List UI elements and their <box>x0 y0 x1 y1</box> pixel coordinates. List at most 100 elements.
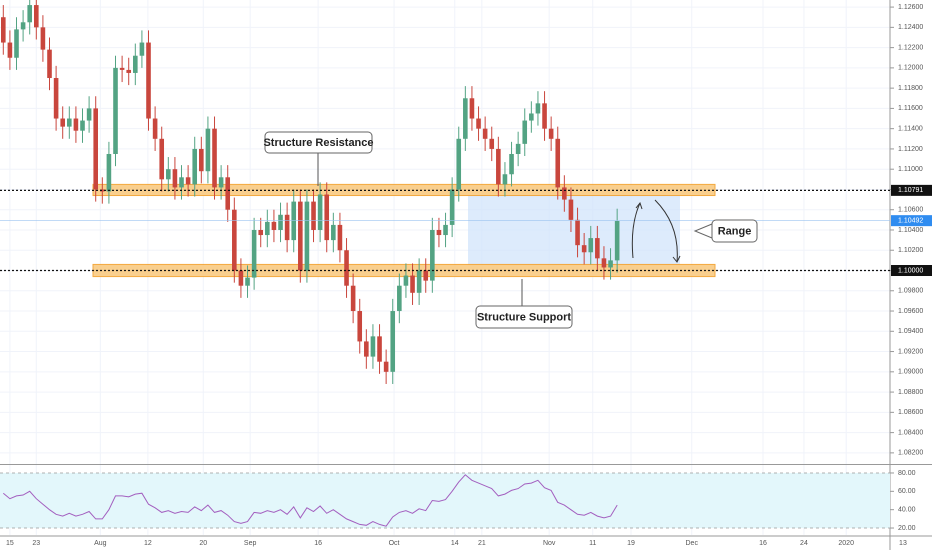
candle-body <box>436 229 442 236</box>
y-tick-label: 1.08600 <box>898 409 923 416</box>
candle-body <box>192 148 198 185</box>
level-tag <box>891 265 932 277</box>
candle-body <box>232 209 237 271</box>
candle-body <box>225 177 231 210</box>
rsi-pane: 20.00 40.00 60.00 80.00 <box>0 470 916 532</box>
candle-body <box>218 177 224 188</box>
candle-body <box>126 69 132 73</box>
candle-body <box>185 177 191 185</box>
callout-box <box>264 131 373 154</box>
candle-body <box>258 229 264 236</box>
candle-body <box>146 42 151 119</box>
level-label: 1.10000 <box>898 267 923 274</box>
candle-body <box>317 194 323 230</box>
last-price-tag <box>891 215 932 227</box>
x-tick-label: 24 <box>800 540 808 547</box>
y-tick-label: 80.00 <box>898 470 916 477</box>
candle-body <box>608 260 613 268</box>
candle-body <box>350 285 356 312</box>
candle-body <box>588 238 594 253</box>
arrow <box>631 202 641 259</box>
candle-body <box>27 5 33 23</box>
y-tick-label: 1.09200 <box>898 348 923 355</box>
y-tick-label: 1.08400 <box>898 429 923 436</box>
y-tick-label: 1.11000 <box>898 166 923 173</box>
candle-body <box>522 120 528 144</box>
candle-body <box>80 120 85 131</box>
candle-body <box>581 245 587 253</box>
candle-body <box>390 311 396 372</box>
x-tick-label: Sep <box>244 540 257 547</box>
candle-body <box>113 67 118 154</box>
rsi-band <box>0 472 890 529</box>
x-tick-label: 12 <box>144 540 152 547</box>
arrow <box>654 199 678 263</box>
candle-body <box>463 98 468 139</box>
candle-body <box>20 22 26 30</box>
y-tick-label: 1.12400 <box>898 24 923 31</box>
y-tick-label: 60.00 <box>898 488 916 495</box>
arrow-head <box>672 255 681 263</box>
candle-body <box>562 187 567 200</box>
candle-body <box>139 42 145 56</box>
y-tick-label: 1.12200 <box>898 44 923 51</box>
x-tick-label: 20 <box>199 540 207 547</box>
annotation: Range <box>718 225 752 237</box>
candle-body <box>284 214 290 241</box>
candle-body <box>172 169 178 188</box>
candle-body <box>430 229 435 281</box>
annotation: Structure Resistance <box>263 137 373 149</box>
y-tick-label: 1.10600 <box>898 207 923 214</box>
candle-body <box>119 67 125 70</box>
x-tick-label: 16 <box>759 540 767 547</box>
candle-body <box>416 270 422 293</box>
candle-body <box>245 277 250 286</box>
y-tick-label: 1.11800 <box>898 85 923 92</box>
candle-body <box>106 153 112 192</box>
y-tick-label: 1.11600 <box>898 105 923 112</box>
candle-body <box>542 103 547 129</box>
candle-body <box>397 285 402 312</box>
y-tick-label: 1.09600 <box>898 308 923 315</box>
candle-body <box>509 153 514 175</box>
candle-body <box>40 27 46 50</box>
candle-body <box>278 214 283 230</box>
candle-body <box>298 201 303 271</box>
candle-body <box>614 220 620 261</box>
candle-body <box>529 113 534 121</box>
candle-body <box>377 336 382 362</box>
candle-body <box>469 98 475 119</box>
y-tick-label: 1.09400 <box>898 328 923 335</box>
candle-body <box>482 128 488 139</box>
candle-body <box>515 143 521 154</box>
x-tick-label: 16 <box>314 540 322 547</box>
callout-pointer <box>693 223 713 239</box>
y-tick-label: 1.09000 <box>898 369 923 376</box>
candle-body <box>311 201 316 230</box>
candle-body <box>179 177 184 188</box>
candle-body <box>370 336 376 357</box>
y-tick-label: 1.09800 <box>898 288 923 295</box>
callout-box <box>475 305 573 329</box>
x-tick-label: 23 <box>32 540 40 547</box>
arrow-head <box>635 201 643 210</box>
candle-body <box>489 138 495 149</box>
candle-body <box>304 201 310 271</box>
candle-body <box>152 118 158 139</box>
candle-body <box>337 224 343 251</box>
candle-body <box>443 224 448 236</box>
y-tick-label: 1.12600 <box>898 4 923 11</box>
candle-body <box>60 118 66 127</box>
candle-body <box>53 78 59 119</box>
candle-body <box>535 103 541 114</box>
x-tick-label: Oct <box>389 540 400 547</box>
x-tick-label: 21 <box>478 540 486 547</box>
callout-box <box>711 219 758 243</box>
candle-body <box>423 270 429 281</box>
candle-body <box>238 270 244 286</box>
candle-body <box>410 275 415 293</box>
y-tick-label: 1.10400 <box>898 227 923 234</box>
level-tag <box>891 184 932 196</box>
candle-body <box>476 118 481 129</box>
candle-body <box>7 42 13 58</box>
